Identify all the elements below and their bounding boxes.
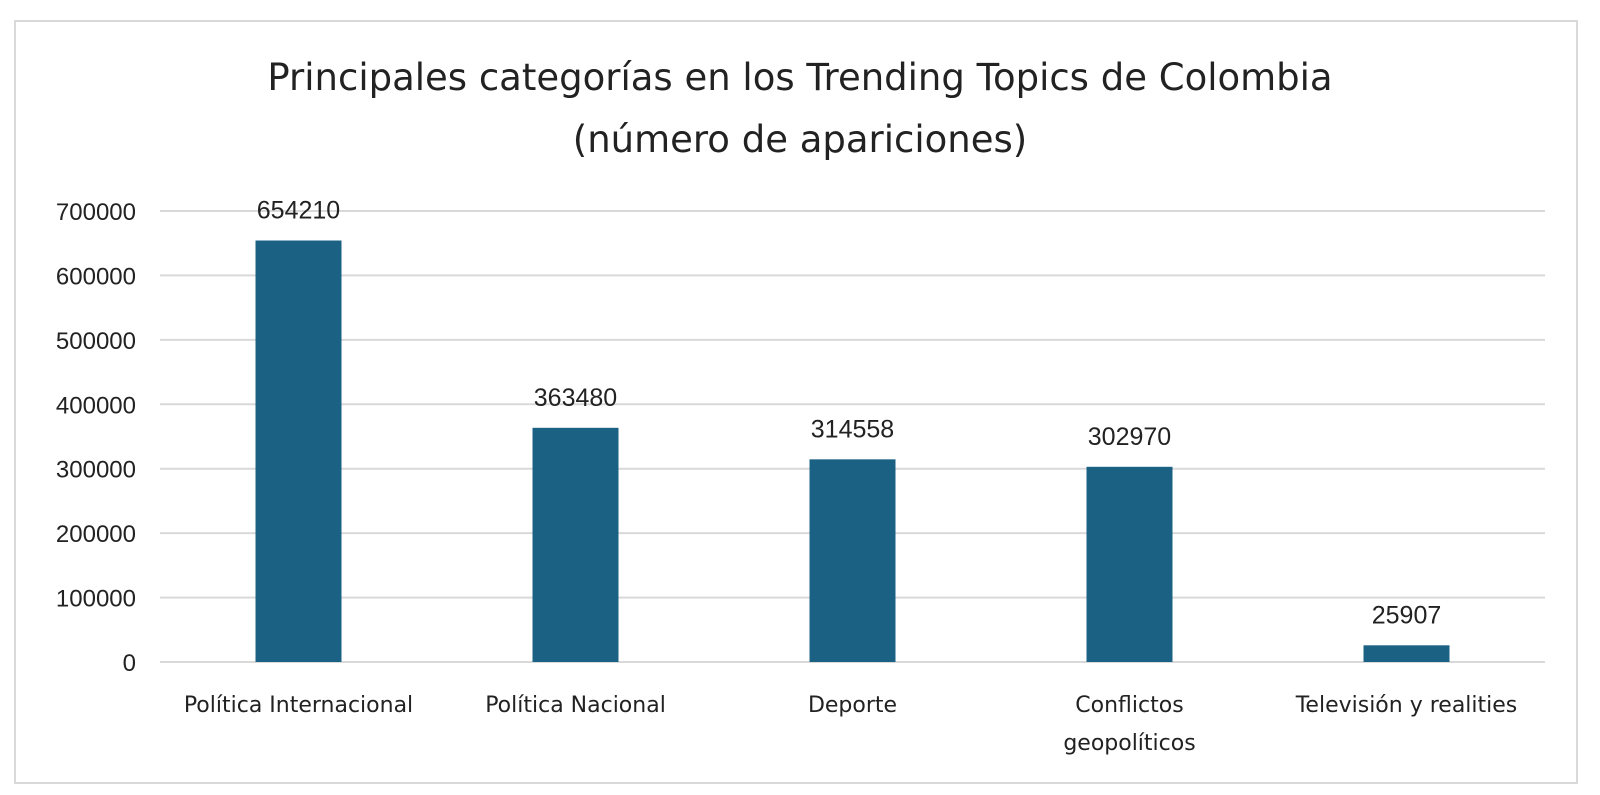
category-labels: Política Internacional Política Nacional D… — [184, 693, 1517, 756]
data-label: 363480 — [534, 384, 617, 412]
data-label: 314558 — [811, 415, 894, 443]
y-tick-label: 500000 — [56, 328, 136, 355]
y-tick-label: 400000 — [56, 392, 136, 419]
bar — [532, 427, 619, 662]
chart-title-line-1: Principales categorías en los Trending T… — [267, 56, 1333, 99]
bar — [1363, 645, 1450, 662]
y-axis-ticks: 0 100000 200000 300000 400000 500000 600000 700… — [56, 199, 136, 677]
bar — [255, 240, 342, 663]
category-label: Política Internacional — [184, 693, 413, 718]
y-tick-label: 100000 — [56, 586, 136, 613]
bars — [255, 240, 1450, 663]
y-tick-label: 0 — [123, 650, 136, 677]
category-label: Política Nacional — [485, 693, 666, 718]
category-label: Deporte — [808, 693, 897, 718]
bar — [1086, 466, 1173, 662]
data-labels: 654210 363480 314558 302970 25907 — [257, 197, 1441, 630]
chart-title-line-2: (número de apariciones) — [572, 118, 1028, 161]
category-label: Conflictos geopolíticos — [1063, 693, 1195, 756]
data-label: 654210 — [257, 197, 340, 225]
bar — [809, 459, 896, 662]
y-tick-label: 700000 — [56, 199, 136, 226]
data-label: 302970 — [1088, 423, 1171, 451]
y-tick-label: 600000 — [56, 263, 136, 290]
y-tick-label: 200000 — [56, 521, 136, 548]
category-label: Televisión y realities — [1295, 693, 1518, 718]
y-tick-label: 300000 — [56, 457, 136, 484]
data-label: 25907 — [1372, 601, 1442, 629]
